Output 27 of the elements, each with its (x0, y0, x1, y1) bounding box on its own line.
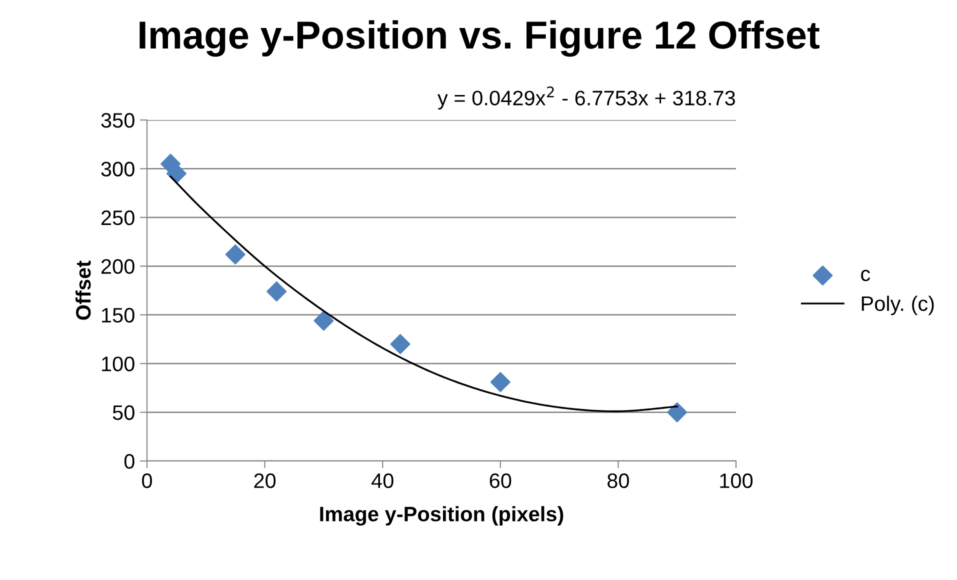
x-tick-label: 80 (608, 473, 629, 488)
x-tick-label: 20 (254, 473, 276, 488)
y-tick-label: 100 (102, 356, 134, 372)
y-tick-label: 250 (101, 210, 134, 226)
point (667, 402, 688, 422)
x-tick-label: 100 (720, 473, 753, 488)
point (166, 164, 186, 184)
legend-label: Poly. (c) (862, 296, 934, 316)
x-tick-label: 0 (142, 473, 152, 488)
point (490, 372, 510, 392)
x-axis-title: Image y-Position (pixels) (320, 506, 564, 526)
x-tick-label: 60 (490, 473, 512, 488)
point (266, 281, 287, 302)
point (314, 310, 334, 331)
text: y = 0.0429x$^{2}$ - 6.7753x + 318.73 (438, 86, 735, 110)
y-tick-label: 300 (101, 162, 134, 176)
y-tick-label: 150 (102, 308, 134, 323)
y-tick-label: 200 (101, 259, 134, 274)
chart-title: Image y-Position vs. Figure 12 Offset (140, 20, 820, 57)
point (390, 334, 410, 354)
y-tick-label: 50 (112, 405, 134, 420)
x-tick-label: 40 (371, 473, 394, 488)
legend-label: c (861, 270, 870, 282)
y-tick-label: 0 (124, 454, 134, 469)
y-axis-title: Offset (75, 260, 91, 320)
y-tick-label: 350 (101, 113, 134, 128)
point (225, 244, 246, 264)
